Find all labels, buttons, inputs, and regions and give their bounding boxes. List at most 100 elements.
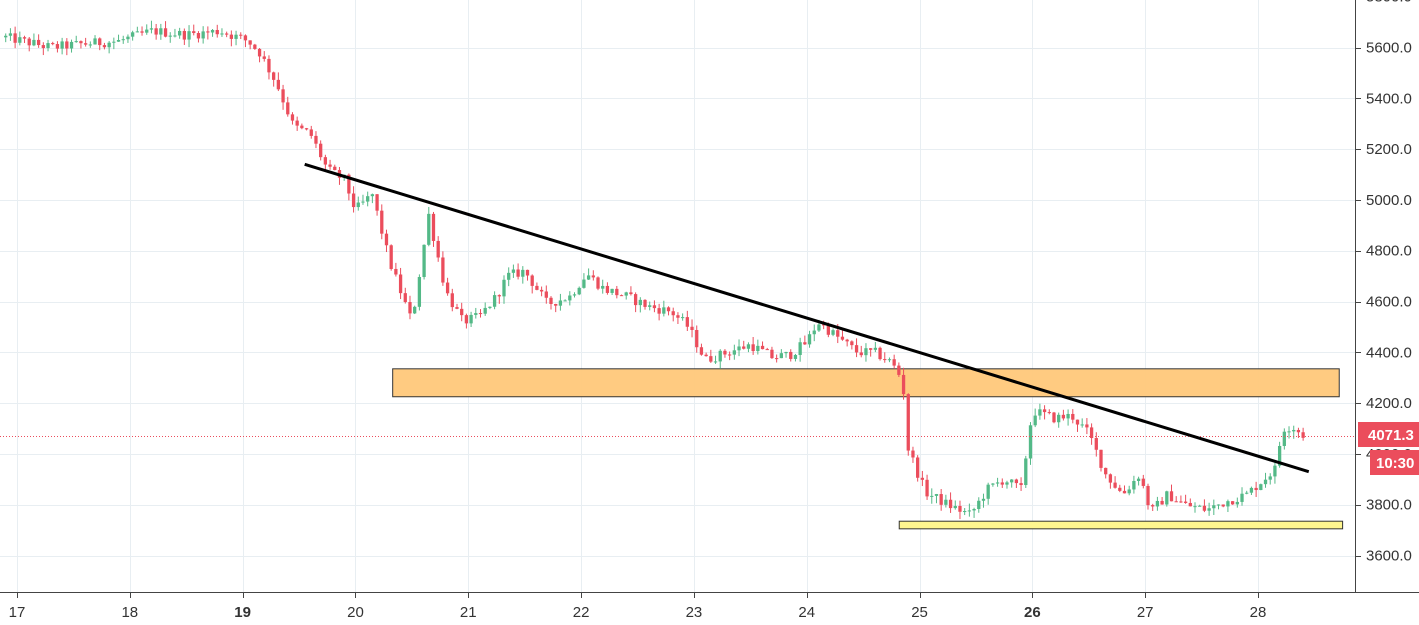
candle-body — [192, 31, 196, 34]
candle-body — [74, 41, 78, 43]
time-axis-labels: 17 18 19 20 21 22 23 24 25 26 27 28 — [9, 592, 1266, 621]
candle-body — [460, 308, 464, 316]
candle-body — [178, 30, 182, 36]
candle-body — [840, 336, 845, 340]
candle-body — [948, 499, 953, 509]
candle-body — [1057, 414, 1061, 423]
candle-body — [366, 196, 370, 202]
candle-body — [328, 164, 332, 167]
support-zone — [898, 520, 1344, 530]
candle-body — [1273, 465, 1277, 477]
candle-body — [854, 345, 859, 353]
candle-body — [1230, 501, 1235, 505]
candle-body — [51, 43, 55, 45]
candle-body — [464, 315, 469, 324]
candle-body — [1108, 474, 1113, 483]
candle-body — [981, 498, 986, 501]
candle-body — [32, 39, 36, 46]
candle-body — [1207, 508, 1211, 511]
candle-body — [680, 317, 685, 319]
candle-body — [1216, 504, 1221, 506]
candle-body — [1066, 413, 1070, 419]
candle-body — [591, 275, 595, 278]
candle-body — [1010, 479, 1014, 483]
time-tick-label: 17 — [9, 604, 26, 621]
candle-body — [812, 330, 816, 335]
candle-body — [817, 324, 821, 331]
candle-body — [1263, 479, 1268, 485]
candle-body — [403, 293, 407, 303]
candle-body — [930, 495, 934, 497]
candle-body — [601, 285, 605, 289]
candle-body — [1282, 431, 1286, 446]
candle-body — [375, 194, 379, 211]
candle-body — [723, 350, 727, 355]
candle-body — [102, 45, 107, 48]
candle-body — [257, 48, 262, 57]
candle-body — [1287, 431, 1291, 433]
candle-body — [831, 330, 835, 335]
candle-body — [135, 31, 139, 33]
candle-body — [333, 166, 337, 171]
candle-body — [427, 213, 431, 245]
candle-body — [991, 483, 995, 485]
candle-body — [1301, 432, 1305, 438]
candle-body — [1061, 414, 1066, 419]
candle-body — [8, 33, 13, 36]
candle-body — [436, 240, 440, 258]
candle-body — [582, 279, 586, 288]
candle-body — [883, 359, 887, 361]
time-tick-label: 25 — [911, 604, 928, 621]
candle-body — [370, 194, 375, 197]
candle-body — [939, 494, 943, 505]
candle-body — [107, 42, 111, 48]
candle-body — [807, 334, 812, 345]
candle-body — [925, 479, 929, 497]
candle-body — [450, 293, 454, 308]
candle-body — [196, 33, 201, 39]
candle-body — [121, 39, 125, 41]
candle-body — [1249, 487, 1254, 493]
candle-body — [1240, 493, 1244, 502]
candle-body — [417, 277, 422, 307]
candle-body — [709, 356, 713, 362]
candle-body — [4, 35, 8, 38]
candle-body — [1118, 487, 1122, 491]
time-tick-label: 26 — [1024, 604, 1041, 621]
candle-body — [163, 28, 168, 37]
candle-body — [1174, 501, 1178, 503]
candle-body — [145, 29, 149, 33]
candle-body — [713, 361, 718, 363]
price-axis-labels: 3600.03800.04000.04200.04400.04600.04800… — [1355, 0, 1412, 565]
candle-body — [65, 41, 69, 49]
candle-body — [901, 374, 906, 395]
candle-body — [539, 289, 544, 292]
candle-body — [633, 294, 638, 306]
candle-body — [1268, 476, 1272, 480]
candle-body — [1099, 449, 1103, 468]
candle-body — [1024, 458, 1028, 486]
candle-body — [826, 324, 830, 335]
candle-body — [276, 79, 281, 90]
candle-body — [704, 354, 708, 357]
candle-body — [1193, 506, 1197, 508]
candle-body — [596, 277, 600, 289]
candle-body — [521, 269, 525, 277]
candle-body — [304, 128, 309, 130]
price-tick-label: 4200.0 — [1366, 395, 1412, 412]
candle-body — [1038, 409, 1042, 416]
candle-body — [507, 272, 511, 280]
last-price-tag: 4071.3 — [1358, 422, 1419, 447]
candle-body — [83, 43, 88, 45]
candle-body — [1221, 504, 1225, 507]
candle-body — [116, 39, 121, 42]
candle-body — [243, 35, 248, 41]
candle-body — [474, 313, 478, 315]
candle-body — [1014, 479, 1019, 484]
candle-body — [497, 295, 501, 297]
candle-body — [1165, 491, 1169, 505]
candle-body — [525, 269, 530, 276]
candle-body — [586, 275, 591, 280]
candle-body — [638, 299, 642, 306]
candle-body — [718, 350, 722, 362]
